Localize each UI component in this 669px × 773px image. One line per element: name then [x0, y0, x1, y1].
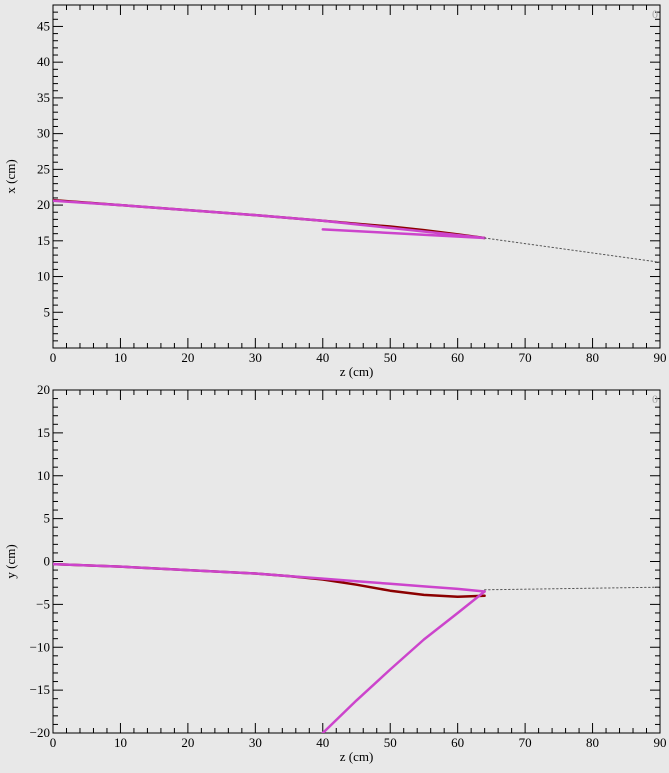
x-tick-label: 40 — [316, 350, 329, 365]
x-tick-label: 70 — [519, 735, 532, 750]
x-tick-label: 60 — [451, 350, 464, 365]
y-axis-title: x (cm) — [3, 159, 18, 193]
y-tick-label: 20 — [37, 197, 50, 212]
x-axis-title: z (cm) — [340, 364, 374, 379]
y-tick-label: 15 — [37, 233, 50, 248]
x-tick-label: 0 — [50, 735, 57, 750]
y-tick-label: 5 — [44, 511, 51, 526]
y-tick-label: 5 — [44, 304, 51, 319]
x-tick-label: 80 — [586, 735, 599, 750]
y-tick-label: 40 — [37, 54, 50, 69]
x-tick-label: 30 — [249, 350, 262, 365]
y-tick-label: 20 — [37, 382, 50, 397]
x-tick-label: 70 — [519, 350, 532, 365]
y-tick-label: −5 — [36, 596, 50, 611]
x-axis-title: z (cm) — [340, 749, 374, 764]
series-line-2 — [53, 562, 486, 593]
series-line-1 — [53, 562, 486, 598]
y-tick-label: 30 — [37, 126, 50, 141]
series-line-4 — [484, 586, 660, 591]
plot-frame — [52, 4, 661, 349]
series-line-3 — [484, 237, 660, 263]
y-tick-label: 15 — [37, 425, 50, 440]
series-line-2 — [53, 199, 486, 240]
plot-frame — [52, 389, 661, 734]
y-tick-label: −10 — [30, 639, 50, 654]
y-tick-label: −15 — [30, 682, 50, 697]
x-tick-label: 40 — [316, 735, 329, 750]
x-tick-label: 60 — [451, 735, 464, 750]
x-tick-label: 20 — [181, 735, 194, 750]
x-tick-label: 10 — [114, 350, 127, 365]
y-tick-label: 25 — [37, 161, 50, 176]
x-tick-label: 0 — [50, 350, 57, 365]
y-tick-label: −20 — [30, 725, 50, 740]
x-tick-label: 50 — [384, 350, 397, 365]
corner-mark: 0 — [652, 7, 658, 21]
x-tick-label: 80 — [586, 350, 599, 365]
y-axis-title: y (cm) — [3, 544, 18, 578]
series-line-3 — [321, 590, 486, 733]
x-tick-label: 90 — [654, 735, 667, 750]
y-tick-label: 45 — [37, 18, 50, 33]
x-tick-label: 90 — [654, 350, 667, 365]
corner-mark: 0 — [652, 392, 658, 406]
y-tick-label: 10 — [37, 269, 50, 284]
y-tick-label: 35 — [37, 90, 50, 105]
x-tick-label: 20 — [181, 350, 194, 365]
panel-1: 0 10 20 30 40 50 60 70 80 90 5 10 15 20 25 30 35 40 45 z (c… — [3, 4, 667, 379]
x-tick-label: 30 — [249, 735, 262, 750]
y-tick-label: 0 — [44, 554, 51, 569]
x-tick-label: 50 — [384, 735, 397, 750]
panel-2: 0 10 20 30 40 50 60 70 80 90 −20 −15 −10 −5 0 5 10 15 20 z … — [3, 382, 667, 764]
y-tick-label: 10 — [37, 468, 50, 483]
x-tick-label: 10 — [114, 735, 127, 750]
